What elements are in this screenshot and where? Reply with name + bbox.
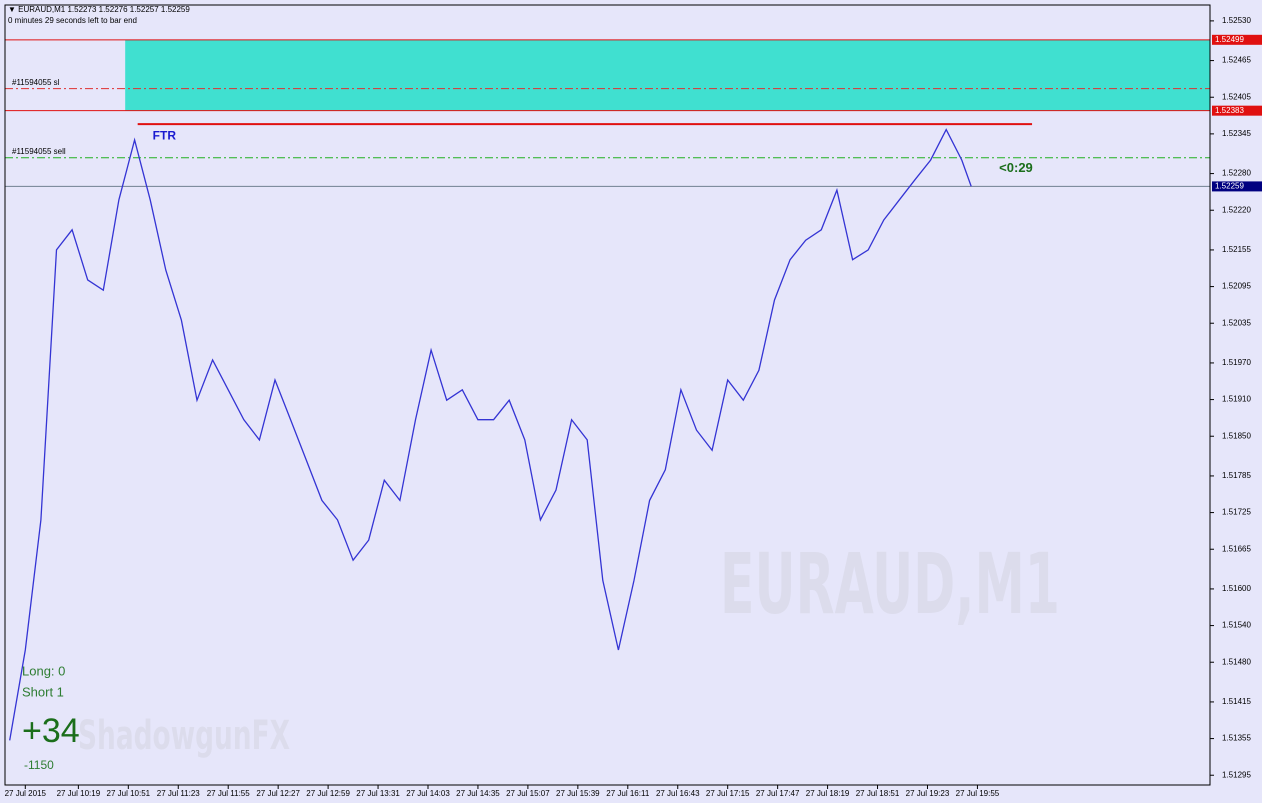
y-tick-label: 1.52220 [1222, 205, 1251, 214]
long-count: Long: 0 [22, 663, 65, 678]
y-tick-label: 1.51480 [1222, 657, 1251, 666]
plot-layer: #11594055 sl #11594055 sell FTR <0:29 [9, 78, 1033, 741]
y-tick-label: 1.52345 [1222, 129, 1251, 138]
ftr-label: FTR [153, 128, 177, 142]
x-tick-label: 27 Jul 17:15 [706, 789, 750, 798]
profit: +34 [22, 712, 80, 750]
x-tick-label: 27 Jul 2015 [5, 789, 47, 798]
x-tick-label: 27 Jul 13:31 [356, 789, 400, 798]
x-tick-label: 27 Jul 10:19 [57, 789, 101, 798]
y-tick-label: 1.52155 [1222, 245, 1251, 254]
timer: <0:29 [999, 160, 1033, 175]
y-tick-label: 1.51725 [1222, 508, 1251, 517]
x-tick-label: 27 Jul 18:51 [856, 789, 900, 798]
x-tick-label: 27 Jul 15:39 [556, 789, 600, 798]
short-count: Short 1 [22, 684, 64, 699]
price-label: 1.52383 [1215, 106, 1244, 115]
subheader: 0 minutes 29 seconds left to bar end [8, 16, 137, 25]
x-tick-label: 27 Jul 15:07 [506, 789, 550, 798]
x-tick-label: 27 Jul 16:43 [656, 789, 700, 798]
price-label-box [1212, 34, 1262, 45]
y-tick-label: 1.51970 [1222, 358, 1251, 367]
price-label: 1.52259 [1215, 182, 1244, 191]
x-tick-label: 27 Jul 14:35 [456, 789, 500, 798]
y-tick-label: 1.52465 [1222, 56, 1251, 65]
y-tick-label: 1.51785 [1222, 471, 1251, 480]
order-level-label: #11594055 sl [12, 78, 60, 87]
x-tick-label: 27 Jul 19:55 [956, 789, 1000, 798]
x-tick-label: 27 Jul 17:47 [756, 789, 800, 798]
brand: ShadowgunFX [78, 713, 290, 759]
y-tick-label: 1.52405 [1222, 92, 1251, 101]
y-tick-label: 1.51850 [1222, 431, 1251, 440]
x-tick-label: 27 Jul 10:51 [107, 789, 151, 798]
watermark: EURAUD,M1 [720, 535, 1060, 633]
y-tick-label: 1.51600 [1222, 584, 1251, 593]
zone [125, 39, 1210, 111]
y-tick-label: 1.51910 [1222, 395, 1251, 404]
price-line [9, 128, 972, 741]
price-label-box [1212, 105, 1262, 116]
y-tick-label: 1.52035 [1222, 318, 1251, 327]
y-tick-label: 1.51295 [1222, 770, 1251, 779]
order-level-label: #11594055 sell [12, 147, 66, 156]
background-layer [5, 39, 1210, 187]
x-tick-label: 27 Jul 16:11 [606, 789, 650, 798]
x-tick-label: 27 Jul 12:59 [306, 789, 350, 798]
x-tick-label: 27 Jul 11:23 [157, 789, 201, 798]
x-tick-label: 27 Jul 14:03 [406, 789, 450, 798]
y-tick-label: 1.51415 [1222, 697, 1251, 706]
y-tick-label: 1.51540 [1222, 621, 1251, 630]
price-label-box [1212, 181, 1262, 192]
plot-frame [4, 4, 1211, 786]
y-tick-label: 1.52280 [1222, 169, 1251, 178]
x-tick-label: 27 Jul 19:23 [906, 789, 950, 798]
y-tick-label: 1.52095 [1222, 282, 1251, 291]
y-tick-label: 1.51665 [1222, 544, 1251, 553]
x-tick-label: 27 Jul 12:27 [256, 789, 300, 798]
header: ▼ EURAUD,M1 1.52273 1.52276 1.52257 1.52… [8, 5, 190, 14]
x-tick-label: 27 Jul 18:19 [806, 789, 850, 798]
y-tick-label: 1.52530 [1222, 16, 1251, 25]
points: -1150 [24, 758, 54, 772]
x-tick-label: 27 Jul 11:55 [207, 789, 251, 798]
y-tick-label: 1.51355 [1222, 734, 1251, 743]
price-label: 1.52499 [1215, 35, 1244, 44]
